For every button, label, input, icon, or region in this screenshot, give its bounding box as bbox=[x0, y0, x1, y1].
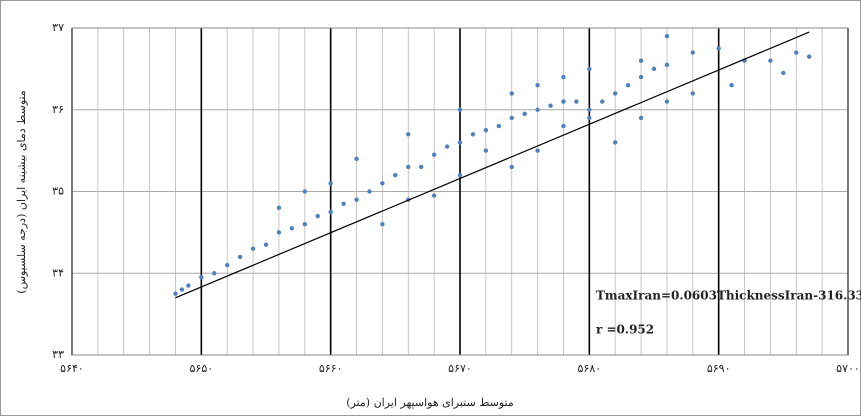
point bbox=[380, 181, 385, 186]
point bbox=[276, 230, 282, 235]
point bbox=[457, 172, 463, 178]
point bbox=[587, 66, 592, 72]
y-axis-title: متوسط دمای بیشینه ایران (درجه سلسیوس) bbox=[15, 90, 28, 294]
point bbox=[328, 181, 333, 186]
point bbox=[431, 152, 437, 157]
point bbox=[638, 58, 644, 63]
point bbox=[341, 201, 346, 206]
point bbox=[179, 287, 185, 292]
point bbox=[406, 164, 411, 170]
y-tick-label: ۳۳ bbox=[52, 348, 64, 361]
point bbox=[263, 242, 269, 247]
point bbox=[651, 66, 657, 72]
x-tick-label: ۵۷۰۰ bbox=[836, 362, 860, 375]
x-tick-label: ۵۶۴۰ bbox=[60, 362, 84, 375]
x-tick-label: ۵۶۵۰ bbox=[190, 362, 214, 375]
point bbox=[574, 99, 579, 104]
point bbox=[419, 164, 424, 170]
point bbox=[354, 197, 359, 202]
x-tick-label: ۵۶۸۰ bbox=[578, 362, 602, 375]
point bbox=[690, 91, 695, 96]
point bbox=[613, 91, 618, 96]
point bbox=[548, 103, 553, 108]
point bbox=[470, 132, 476, 137]
point bbox=[289, 226, 295, 231]
point bbox=[522, 111, 527, 117]
x-tick-label: ۵۶۶۰ bbox=[319, 362, 343, 375]
point bbox=[483, 148, 489, 153]
point bbox=[237, 254, 243, 260]
point bbox=[664, 99, 670, 104]
equation: TmaxIran=0.0603ThicknessIran-316.33 bbox=[596, 289, 861, 303]
point bbox=[664, 33, 670, 39]
point bbox=[561, 74, 566, 80]
point bbox=[328, 209, 333, 215]
point bbox=[664, 62, 670, 67]
point bbox=[794, 50, 799, 55]
point bbox=[587, 107, 592, 112]
point bbox=[807, 54, 812, 59]
point bbox=[457, 140, 463, 145]
point bbox=[535, 107, 540, 112]
point bbox=[535, 148, 540, 153]
point bbox=[406, 132, 411, 137]
point bbox=[509, 91, 514, 96]
point bbox=[638, 115, 644, 121]
point bbox=[354, 156, 359, 161]
y-tick-label: ۳۶ bbox=[52, 103, 64, 116]
trendline bbox=[175, 31, 810, 299]
plot-area bbox=[71, 27, 849, 356]
point bbox=[186, 283, 191, 288]
point bbox=[690, 50, 695, 55]
point bbox=[729, 83, 734, 88]
x-tick-label: ۵۶۹۰ bbox=[707, 362, 731, 375]
point bbox=[483, 127, 489, 133]
x-tick-label: ۵۶۷۰ bbox=[448, 362, 472, 375]
point bbox=[276, 205, 282, 211]
point bbox=[380, 222, 385, 227]
point bbox=[225, 262, 230, 268]
point bbox=[535, 83, 540, 88]
point bbox=[638, 74, 644, 80]
correlation: r =0.952 bbox=[596, 323, 654, 337]
point bbox=[199, 275, 204, 280]
point bbox=[212, 271, 217, 276]
point bbox=[431, 193, 437, 198]
point bbox=[600, 99, 605, 104]
point bbox=[561, 123, 566, 129]
point bbox=[444, 144, 450, 149]
point bbox=[315, 213, 320, 219]
point bbox=[173, 291, 178, 296]
y-tick-label: ۳۷ bbox=[52, 21, 64, 34]
point bbox=[250, 246, 256, 251]
point bbox=[716, 46, 721, 51]
y-tick-label: ۳۴ bbox=[52, 266, 64, 279]
point bbox=[613, 140, 618, 145]
x-axis-title: متوسط ستبرای هواسپهر ایران (متر) bbox=[346, 396, 514, 409]
point bbox=[561, 99, 566, 104]
point bbox=[781, 70, 786, 76]
point bbox=[509, 164, 514, 170]
point bbox=[768, 58, 773, 63]
point bbox=[457, 107, 463, 112]
point bbox=[509, 115, 514, 121]
y-tick-label: ۳۵ bbox=[52, 185, 64, 198]
point bbox=[393, 172, 398, 178]
point bbox=[302, 189, 307, 194]
point bbox=[587, 115, 592, 121]
point bbox=[625, 83, 631, 88]
point bbox=[496, 123, 501, 129]
point bbox=[367, 189, 372, 194]
point bbox=[302, 222, 307, 227]
